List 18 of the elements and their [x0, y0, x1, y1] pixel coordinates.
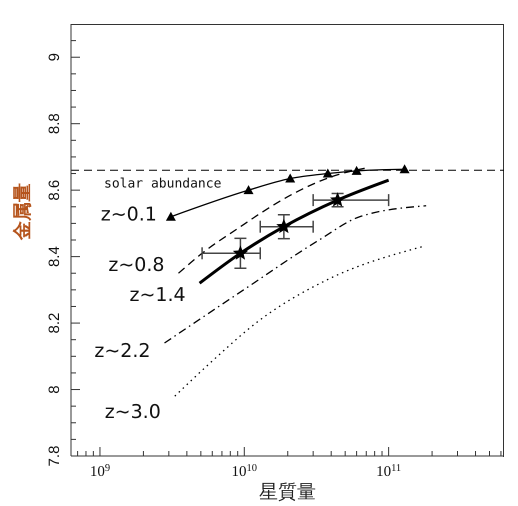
y-tick-label: 8: [46, 385, 63, 394]
series-label: z~0.8: [108, 254, 164, 276]
series-label: z~2.2: [94, 340, 150, 362]
y-tick-label: 8.8: [46, 113, 63, 134]
y-tick-label: 7.8: [46, 446, 63, 466]
x-tick-label: 10$^{10}$: [232, 462, 258, 480]
x-tick-label: 10$^{9}$: [90, 462, 110, 480]
x-axis-title: 星質量: [259, 481, 316, 503]
ref-line-label: solar abundance: [104, 176, 222, 192]
x-tick-label: 10$^{11}$: [376, 462, 402, 480]
y-axis-title: 金属量: [12, 183, 34, 241]
y-tick-label: 9: [46, 53, 63, 62]
y-tick-label: 8.6: [46, 180, 63, 201]
series-label: z~0.1: [100, 204, 157, 226]
y-tick-label: 8.2: [46, 312, 63, 334]
y-tick-label: 8.4: [46, 246, 63, 268]
series-label: z~1.4: [129, 284, 186, 306]
series-label: z~3.0: [104, 401, 161, 424]
